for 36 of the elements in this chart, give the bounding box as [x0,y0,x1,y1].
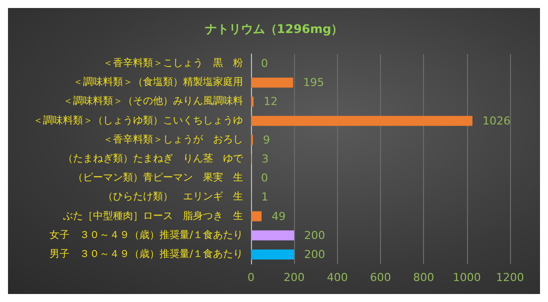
y-tick-label: 男子 ３０～４９（歳）推奨量/１食あたり [50,248,243,260]
data-label: 0 [261,57,268,70]
x-tick-label: 200 [284,271,305,284]
x-tick-label: 600 [370,271,391,284]
data-label: 0 [261,172,268,185]
bar [251,78,294,88]
data-label: 12 [264,95,278,108]
x-tick-label: 800 [413,271,434,284]
data-label: 200 [304,228,326,242]
bar [251,249,294,260]
bar [251,116,472,126]
bar [251,230,294,240]
data-label: 9 [262,133,270,146]
y-tick-label: （ピーマン類）青ピーマン 果実 生 [73,172,243,184]
y-tick-label: ＜香辛料類＞しょうが おろし [103,133,243,146]
data-label: 49 [272,210,286,223]
x-tick-label: 1200 [496,271,524,284]
data-label: 1026 [482,114,510,128]
y-tick-label: ＜調味料類＞（しょうゆ類）こいくちしょうゆ [33,114,243,126]
bar [251,211,262,222]
y-tick-label: ぶた［中型種肉］ロース 脂身つき 生 [63,210,243,222]
data-label: 3 [262,152,269,166]
y-tick-label: （ひらたけ類） エリンギ 生 [103,190,243,203]
x-tick-label: 1000 [452,271,481,284]
data-label: 200 [304,248,326,261]
chart-title: ナトリウム（1296mg） [204,22,344,36]
data-label: 195 [303,76,324,90]
y-tick-label: ＜香辛料類＞こしょう 黒 粉 [103,57,243,70]
y-tick-label: ＜調味料類＞（食塩類）精製塩家庭用 [73,76,243,88]
y-tick-label: 女子 ３０～４９（歳）推奨量/１食あたり [50,228,243,241]
data-label: 1 [261,190,268,204]
y-tick-label: ＜調味料類＞（その他）みりん風調味料 [63,95,243,108]
y-tick-label: （たまねぎ類）たまねぎ りん茎 ゆで [63,152,244,164]
x-tick-label: 0 [248,271,254,284]
x-tick-label: 400 [326,271,348,284]
bar [251,96,254,107]
